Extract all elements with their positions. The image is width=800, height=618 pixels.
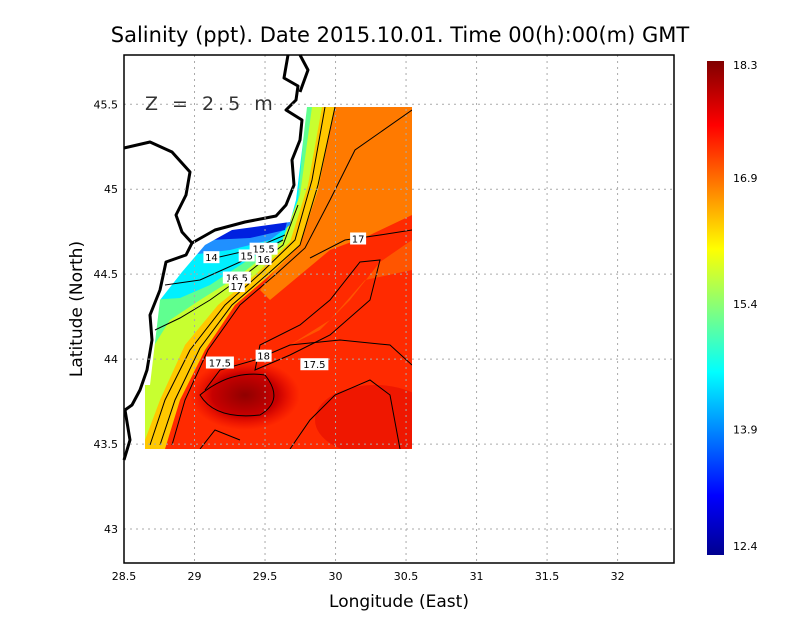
contour-label: 16: [257, 255, 270, 266]
colorbar-ticks: 18.3 16.9 15.4 13.9 12.4: [733, 59, 758, 553]
field-high-core: [190, 360, 300, 430]
x-tick-label: 30: [329, 570, 343, 583]
colorbar: [707, 61, 724, 555]
contour-label: 17.5: [303, 360, 325, 371]
coastline: [122, 54, 310, 461]
contour-label: 16.5: [226, 274, 248, 285]
x-tick-label: 30.5: [394, 570, 419, 583]
y-axis-label: Latitude (North): [67, 241, 87, 377]
contour-label-bg: [255, 252, 272, 265]
x-axis-label: Longitude (East): [329, 592, 469, 612]
contour-label-bg: [300, 358, 329, 371]
y-tick-label: 44.5: [94, 268, 119, 281]
x-tick-label: 31: [470, 570, 484, 583]
y-tick-label: 44: [104, 353, 118, 366]
contour-label-bg: [228, 280, 245, 293]
chart-title: Salinity (ppt). Date 2015.10.01. Time 00…: [111, 23, 690, 47]
colorbar-tick-label: 16.9: [733, 172, 758, 185]
x-tick-label: 28.5: [112, 570, 137, 583]
field-orange-zone: [260, 107, 412, 300]
land-mask: [145, 107, 307, 385]
x-tick-label: 31.5: [535, 570, 560, 583]
contour-label-bg: [203, 251, 220, 264]
plot-frame: [123, 54, 675, 564]
contour-label-bg: [249, 242, 278, 255]
x-axis-ticks: 28.5 29 29.5 30 30.5 31 31.5 32: [112, 570, 625, 583]
contour-label: 15: [240, 251, 253, 262]
y-tick-label: 43: [104, 523, 118, 536]
contour-label-bg: [350, 232, 367, 245]
contour-label: 15.5: [252, 245, 274, 256]
contour-label: 17: [230, 282, 243, 293]
y-tick-label: 45.5: [94, 98, 119, 111]
y-axis-ticks: 43 43.5 44 44.5 45 45.5: [94, 98, 119, 536]
y-tick-label: 45: [104, 183, 118, 196]
colorbar-tick-label: 18.3: [733, 59, 758, 72]
contour-label: 18: [257, 352, 270, 363]
colorbar-tick-label: 13.9: [733, 423, 758, 436]
contour-label: 17.5: [209, 359, 231, 370]
depth-label: Z = 2.5 m: [145, 93, 277, 115]
salinity-field: [145, 107, 412, 449]
x-tick-label: 29.5: [253, 570, 278, 583]
x-tick-label: 29: [188, 570, 202, 583]
contour-lines: [149, 107, 412, 449]
contour-label-bg: [255, 349, 272, 362]
contour-label: 14: [205, 253, 218, 264]
colorbar-tick-label: 12.4: [733, 540, 758, 553]
contour-label-bg: [238, 249, 255, 262]
field-orange-tongue: [290, 240, 412, 345]
y-tick-label: 43.5: [94, 438, 119, 451]
field-high-south: [315, 385, 412, 449]
contour-label-bg: [205, 356, 234, 369]
contour-label: 17: [352, 234, 365, 245]
x-tick-label: 32: [611, 570, 625, 583]
colorbar-tick-label: 15.4: [733, 298, 758, 311]
